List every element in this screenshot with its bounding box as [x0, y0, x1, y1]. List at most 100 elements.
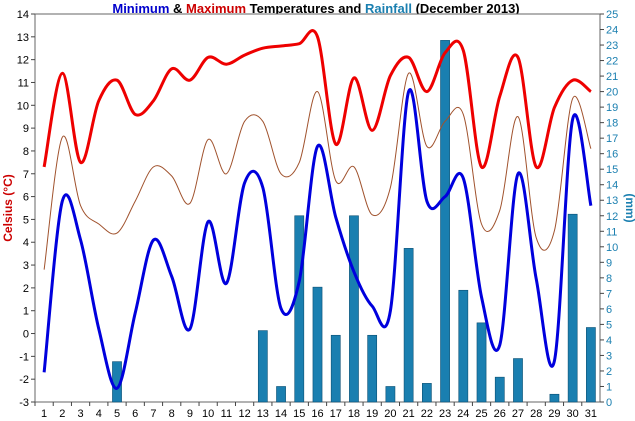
y-right-tick-label: 8	[606, 273, 612, 285]
y-left-tick-label: 10	[17, 100, 29, 112]
x-tick-label: 9	[187, 408, 193, 420]
x-tick-label: 26	[494, 408, 506, 420]
y-right-tick-label: 19	[606, 102, 618, 114]
rainfall-bar	[276, 386, 286, 403]
x-tick-label: 8	[169, 408, 175, 420]
x-tick-label: 11	[221, 408, 232, 420]
x-tick-label: 2	[59, 408, 65, 420]
y-left-tick-label: 2	[23, 283, 29, 295]
y-right-tick-label: 24	[606, 25, 618, 37]
rainfall-bar	[549, 393, 560, 403]
x-tick-label: 22	[421, 408, 433, 420]
y-axis-left-label: Celsius (°C)	[1, 174, 15, 241]
y-right-tick-label: 6	[606, 304, 612, 316]
y-left-tick-label: 4	[23, 237, 29, 249]
rainfall-bar	[421, 383, 432, 403]
min-temp-line	[42, 88, 593, 390]
mean-temp-line	[43, 72, 592, 270]
rainfall-bars	[112, 40, 596, 403]
rainfall-bar	[494, 376, 505, 403]
x-tick-label: 23	[439, 408, 451, 420]
x-tick-label: 21	[403, 408, 415, 420]
x-tick-label: 12	[238, 408, 250, 420]
title-part: Minimum	[112, 1, 169, 16]
y-right-tick-label: 1	[606, 381, 612, 393]
y-left-tick-label: 3	[23, 260, 29, 272]
x-tick-label: 19	[366, 408, 378, 420]
y-left-tick-label: -1	[19, 351, 29, 363]
x-tick-label: 17	[330, 408, 342, 420]
x-tick-label: 18	[348, 408, 360, 420]
rainfall-bar	[257, 330, 268, 403]
x-tick-label: 15	[293, 408, 305, 420]
y-right-tick-label: 12	[606, 211, 618, 223]
x-tick-label: 28	[530, 408, 542, 420]
x-tick-label: 29	[548, 408, 560, 420]
rainfall-bar	[349, 215, 359, 403]
y-right-tick-label: 16	[606, 149, 618, 161]
max-temp-line	[42, 29, 592, 170]
y-right-tick-label: 3	[606, 350, 612, 362]
rainfall-bar	[312, 286, 323, 403]
x-tick-label: 10	[202, 408, 214, 420]
rainfall-bar	[513, 358, 523, 403]
y-left-tick-label: 1	[23, 306, 29, 318]
y-left-tick-label: 8	[23, 146, 29, 158]
y-axis-right-label: (mm)	[623, 193, 635, 222]
axes: -3-2-10123456789101112131401234567891011…	[17, 9, 619, 420]
rainfall-bar	[586, 327, 596, 403]
y-right-tick-label: 9	[606, 257, 612, 269]
y-left-tick-label: 12	[17, 55, 29, 67]
rainfall-bar	[385, 386, 396, 403]
y-left-tick-label: 6	[23, 192, 29, 204]
y-right-tick-label: 20	[606, 87, 618, 99]
y-right-tick-label: 22	[606, 56, 618, 68]
y-right-tick-label: 17	[606, 133, 618, 145]
rainfall-bar	[330, 334, 341, 403]
chart-title: Minimum & Maximum Temperatures and Rainf…	[112, 1, 519, 16]
y-right-tick-label: 5	[606, 319, 612, 331]
y-left-tick-label: -2	[19, 374, 29, 386]
x-tick-label: 14	[275, 408, 287, 420]
x-tick-label: 1	[41, 408, 47, 420]
y-left-tick-label: 11	[18, 77, 29, 89]
x-tick-label: 7	[150, 408, 156, 420]
x-tick-label: 20	[384, 408, 396, 420]
y-left-tick-label: 9	[23, 123, 29, 135]
x-tick-label: 25	[475, 408, 487, 420]
rainfall-bar	[367, 334, 378, 403]
title-part: &	[169, 1, 186, 16]
rainfall-bar	[294, 215, 305, 403]
title-part: Temperatures and	[246, 1, 365, 16]
y-left-tick-label: 5	[23, 214, 29, 226]
x-tick-label: 5	[114, 408, 120, 420]
y-left-tick-label: 13	[17, 32, 29, 44]
y-right-tick-label: 14	[606, 180, 618, 192]
y-left-tick-label: 7	[23, 169, 29, 181]
y-right-tick-label: 7	[606, 288, 612, 300]
rainfall-bar	[567, 213, 578, 403]
y-left-tick-label: 14	[17, 9, 29, 21]
y-right-tick-label: 13	[606, 195, 618, 207]
y-right-tick-label: 15	[606, 164, 618, 176]
x-tick-label: 6	[132, 408, 138, 420]
y-right-tick-label: 25	[606, 9, 618, 21]
rainfall-bar	[458, 289, 469, 403]
y-left-tick-label: 0	[23, 329, 29, 341]
y-right-tick-label: 21	[606, 71, 618, 83]
x-tick-label: 13	[257, 408, 269, 420]
x-tick-label: 30	[567, 408, 579, 420]
y-right-tick-label: 0	[606, 397, 612, 409]
y-right-tick-label: 11	[606, 226, 617, 238]
y-right-tick-label: 18	[606, 118, 618, 130]
x-tick-label: 16	[311, 408, 323, 420]
y-right-tick-label: 23	[606, 40, 618, 52]
x-tick-label: 4	[96, 408, 102, 420]
title-part: (December 2013)	[412, 1, 520, 16]
y-right-tick-label: 2	[606, 366, 612, 378]
x-tick-label: 27	[512, 408, 524, 420]
y-right-tick-label: 10	[606, 242, 618, 254]
y-right-tick-label: 4	[606, 335, 612, 347]
rainfall-bar	[403, 248, 414, 403]
